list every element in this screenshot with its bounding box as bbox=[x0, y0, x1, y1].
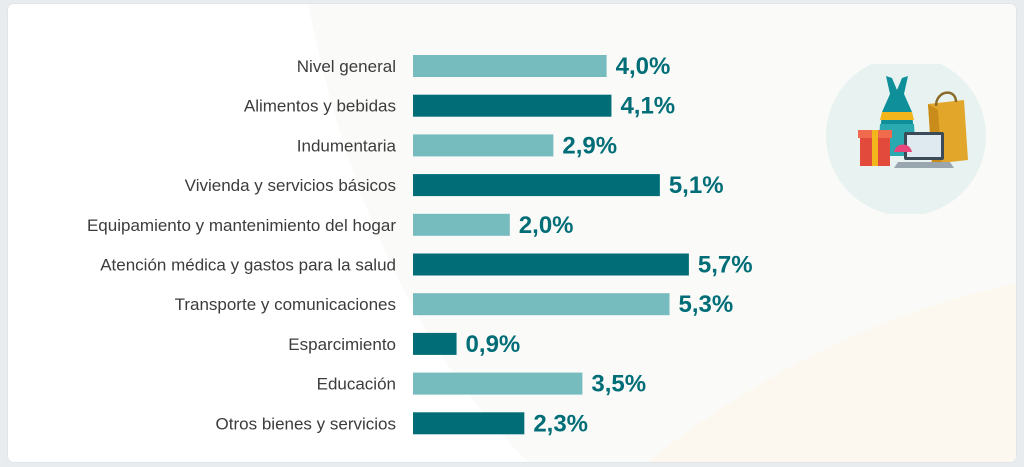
category-label: Atención médica y gastos para la salud bbox=[100, 256, 396, 275]
bar bbox=[413, 213, 510, 236]
bar bbox=[413, 332, 457, 355]
category-label: Educación bbox=[317, 375, 396, 394]
value-label: 3,5% bbox=[591, 371, 646, 398]
value-label: 5,7% bbox=[698, 252, 753, 279]
category-label: Indumentaria bbox=[297, 136, 397, 155]
category-label: Alimentos y bebidas bbox=[244, 97, 396, 116]
category-label: Vivienda y servicios básicos bbox=[185, 176, 396, 195]
chart-card: Nivel general 4,0% Alimentos y bebidas 4,1%… bbox=[8, 4, 1016, 462]
bar bbox=[413, 134, 554, 157]
bar bbox=[413, 412, 525, 435]
value-label: 4,1% bbox=[620, 93, 675, 120]
category-label: Transporte y comunicaciones bbox=[175, 295, 396, 314]
value-label: 0,9% bbox=[466, 331, 521, 358]
bar bbox=[413, 372, 583, 395]
shopping-illustration-icon bbox=[816, 56, 994, 216]
bar bbox=[413, 293, 670, 316]
bar bbox=[413, 253, 689, 276]
value-label: 2,0% bbox=[519, 212, 574, 239]
category-label: Equipamiento y mantenimiento del hogar bbox=[87, 216, 396, 235]
value-label: 5,3% bbox=[679, 291, 734, 318]
bar bbox=[413, 94, 612, 117]
bar bbox=[413, 174, 660, 197]
value-label: 5,1% bbox=[669, 172, 724, 199]
bar bbox=[413, 55, 607, 77]
category-label: Nivel general bbox=[297, 57, 396, 76]
value-label: 2,9% bbox=[562, 132, 617, 159]
value-label: 2,3% bbox=[533, 410, 588, 437]
category-label: Esparcimiento bbox=[288, 335, 396, 354]
category-label: Otros bienes y servicios bbox=[216, 414, 396, 433]
bar-chart: Nivel general 4,0% Alimentos y bebidas 4,1%… bbox=[87, 53, 753, 437]
value-label: 4,0% bbox=[616, 53, 671, 80]
